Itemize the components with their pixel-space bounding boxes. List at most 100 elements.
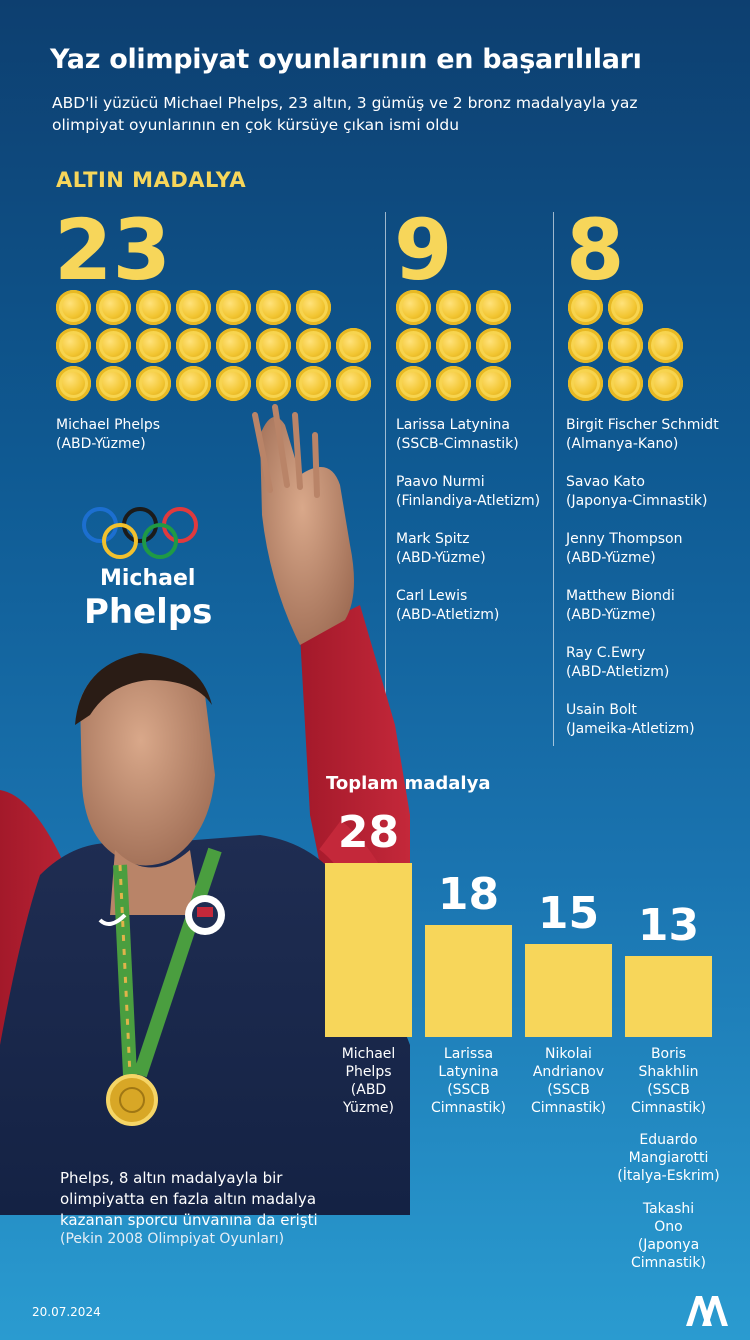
athlete-name: Usain Bolt <box>566 702 637 718</box>
total-medals-heading: Toplam madalya <box>326 773 491 794</box>
gold-medal-icon <box>296 366 331 401</box>
gold-medal-icon <box>56 366 91 401</box>
gold-medal-icon <box>436 366 471 401</box>
gold-medal-icon <box>176 290 211 325</box>
athlete-detail: (ABD-Atletizm) <box>396 607 500 623</box>
gold-medal-icon <box>216 328 251 363</box>
bar-category-label: Boris Shakhlin (SSCB Cimnastik) <box>631 1046 706 1116</box>
athlete-detail: (Finlandiya-Atletizm) <box>396 493 541 509</box>
athlete-detail: (Almanya-Kano) <box>566 436 679 452</box>
gold-medal-icon <box>396 290 431 325</box>
gold-medal-icon <box>608 290 643 325</box>
olympic-rings-icon <box>82 507 198 559</box>
logo-last-name: Phelps <box>84 592 213 632</box>
gold-medal-icon <box>96 328 131 363</box>
athlete-entry: Carl Lewis (ABD-Atletizm) <box>396 587 499 625</box>
athlete-detail: (ABD-Yüzme) <box>396 550 486 566</box>
gold-medal-icon <box>336 328 371 363</box>
gold-medal-icon <box>256 328 291 363</box>
athlete-name: Paavo Nurmi <box>396 474 485 490</box>
gold-medal-icon <box>56 328 91 363</box>
gold-medal-icon <box>336 366 371 401</box>
bar <box>625 956 712 1037</box>
athlete-detail: (ABD-Yüzme) <box>566 607 656 623</box>
athlete-detail: (ABD-Yüzme) <box>566 550 656 566</box>
gold-count-phelps: 23 <box>54 201 171 299</box>
gold-medal-icon <box>396 328 431 363</box>
gold-count-9: 9 <box>394 201 453 299</box>
athlete-entry: Michael Phelps (ABD-Yüzme) <box>56 416 160 454</box>
bar-value-label: 28 <box>337 807 400 858</box>
bar-category-label: Michael Phelps (ABD Yüzme) <box>341 1046 396 1116</box>
gold-medal-icon <box>136 328 171 363</box>
athlete-entry: Ray C.Ewry (ABD-Atletizm) <box>566 644 669 682</box>
athlete-entry: Paavo Nurmi (Finlandiya-Atletizm) <box>396 473 540 511</box>
gold-medal-icon <box>568 290 603 325</box>
athlete-entry: Birgit Fischer Schmidt (Almanya-Kano) <box>566 416 719 454</box>
athlete-entry: Mark Spitz (ABD-Yüzme) <box>396 530 486 568</box>
gold-medal-icon <box>176 366 211 401</box>
gold-medal-icon <box>648 366 683 401</box>
gold-medal-icon <box>256 366 291 401</box>
gold-medal-icon <box>296 328 331 363</box>
gold-medal-icon <box>296 290 331 325</box>
athlete-name: Larissa Latynina <box>396 417 511 433</box>
athlete-entry: Savao Kato (Japonya-Cimnastik) <box>566 473 707 511</box>
athlete-name: Birgit Fischer Schmidt <box>566 417 719 433</box>
gold-medal-icon <box>96 290 131 325</box>
gold-medal-icon <box>568 328 603 363</box>
gold-medal-icon <box>136 366 171 401</box>
gold-medal-icon <box>436 290 471 325</box>
athlete-name: Jenny Thompson <box>566 531 683 547</box>
page-subtitle: ABD'li yüzücü Michael Phelps, 23 altın, … <box>52 94 638 134</box>
athlete-name: Ray C.Ewry <box>566 645 646 661</box>
athlete-entry: Usain Bolt (Jameika-Atletizm) <box>566 701 695 739</box>
athlete-detail: (Jameika-Atletizm) <box>566 721 695 737</box>
bar-value-label: 15 <box>537 887 600 939</box>
athlete-detail: (ABD-Atletizm) <box>566 664 670 680</box>
logo-first-name: Michael <box>100 566 196 591</box>
date-stamp: 20.07.2024 <box>32 1305 101 1319</box>
gold-medal-icon <box>216 290 251 325</box>
gold-medal-icon <box>476 290 511 325</box>
gold-medal-icon <box>436 328 471 363</box>
gold-medal-icon <box>56 290 91 325</box>
athlete-entry: Larissa Latynina (SSCB-Cimnastik) <box>396 416 519 454</box>
column-divider-1 <box>385 212 386 746</box>
extra-athlete-entry: Eduardo Mangiarotti (İtalya-Eskrim) <box>617 1132 720 1184</box>
footnote-source: (Pekin 2008 Olimpiyat Oyunları) <box>60 1231 285 1247</box>
athlete-detail: (SSCB-Cimnastik) <box>396 436 519 452</box>
bar-value-label: 13 <box>637 900 700 952</box>
page-title: Yaz olimpiyat oyunlarının en başarılılar… <box>50 44 642 75</box>
gold-medal-icon <box>176 328 211 363</box>
bar-value-label: 18 <box>437 869 500 921</box>
gold-medal-icon <box>216 366 251 401</box>
bar <box>425 925 512 1037</box>
gold-medal-heading: ALTIN MADALYA <box>56 168 247 192</box>
gold-medal-icon <box>136 290 171 325</box>
athlete-name: Matthew Biondi <box>566 588 675 604</box>
column-divider-2 <box>553 212 554 746</box>
gold-count-8: 8 <box>566 201 625 299</box>
aa-logo-icon <box>686 1296 728 1326</box>
gold-medal-icon <box>396 366 431 401</box>
athlete-detail: (Japonya-Cimnastik) <box>566 493 708 509</box>
gold-medal-icon <box>568 366 603 401</box>
gold-medal-icon <box>648 328 683 363</box>
footnote-text: Phelps, 8 altın madalyayla bir olimpiyat… <box>60 1169 318 1229</box>
extra-athlete-entry: Takashi Ono (Japonya Cimnastik) <box>631 1201 706 1271</box>
bar-category-label: Larissa Latynina (SSCB Cimnastik) <box>431 1046 506 1116</box>
bar-category-label: Nikolai Andrianov (SSCB Cimnastik) <box>531 1046 606 1116</box>
athlete-entry: Jenny Thompson (ABD-Yüzme) <box>566 530 682 568</box>
athlete-name: Mark Spitz <box>396 531 470 547</box>
gold-medal-icon <box>256 290 291 325</box>
athlete-name: Carl Lewis <box>396 588 468 604</box>
gold-medal-icon <box>608 328 643 363</box>
athlete-entry: Matthew Biondi (ABD-Yüzme) <box>566 587 675 625</box>
bar <box>525 943 612 1037</box>
bar <box>325 863 412 1037</box>
athlete-name: Michael Phelps <box>56 417 161 433</box>
gold-medal-icon <box>476 366 511 401</box>
gold-medal-icon <box>96 366 131 401</box>
athlete-detail: (ABD-Yüzme) <box>56 436 146 452</box>
